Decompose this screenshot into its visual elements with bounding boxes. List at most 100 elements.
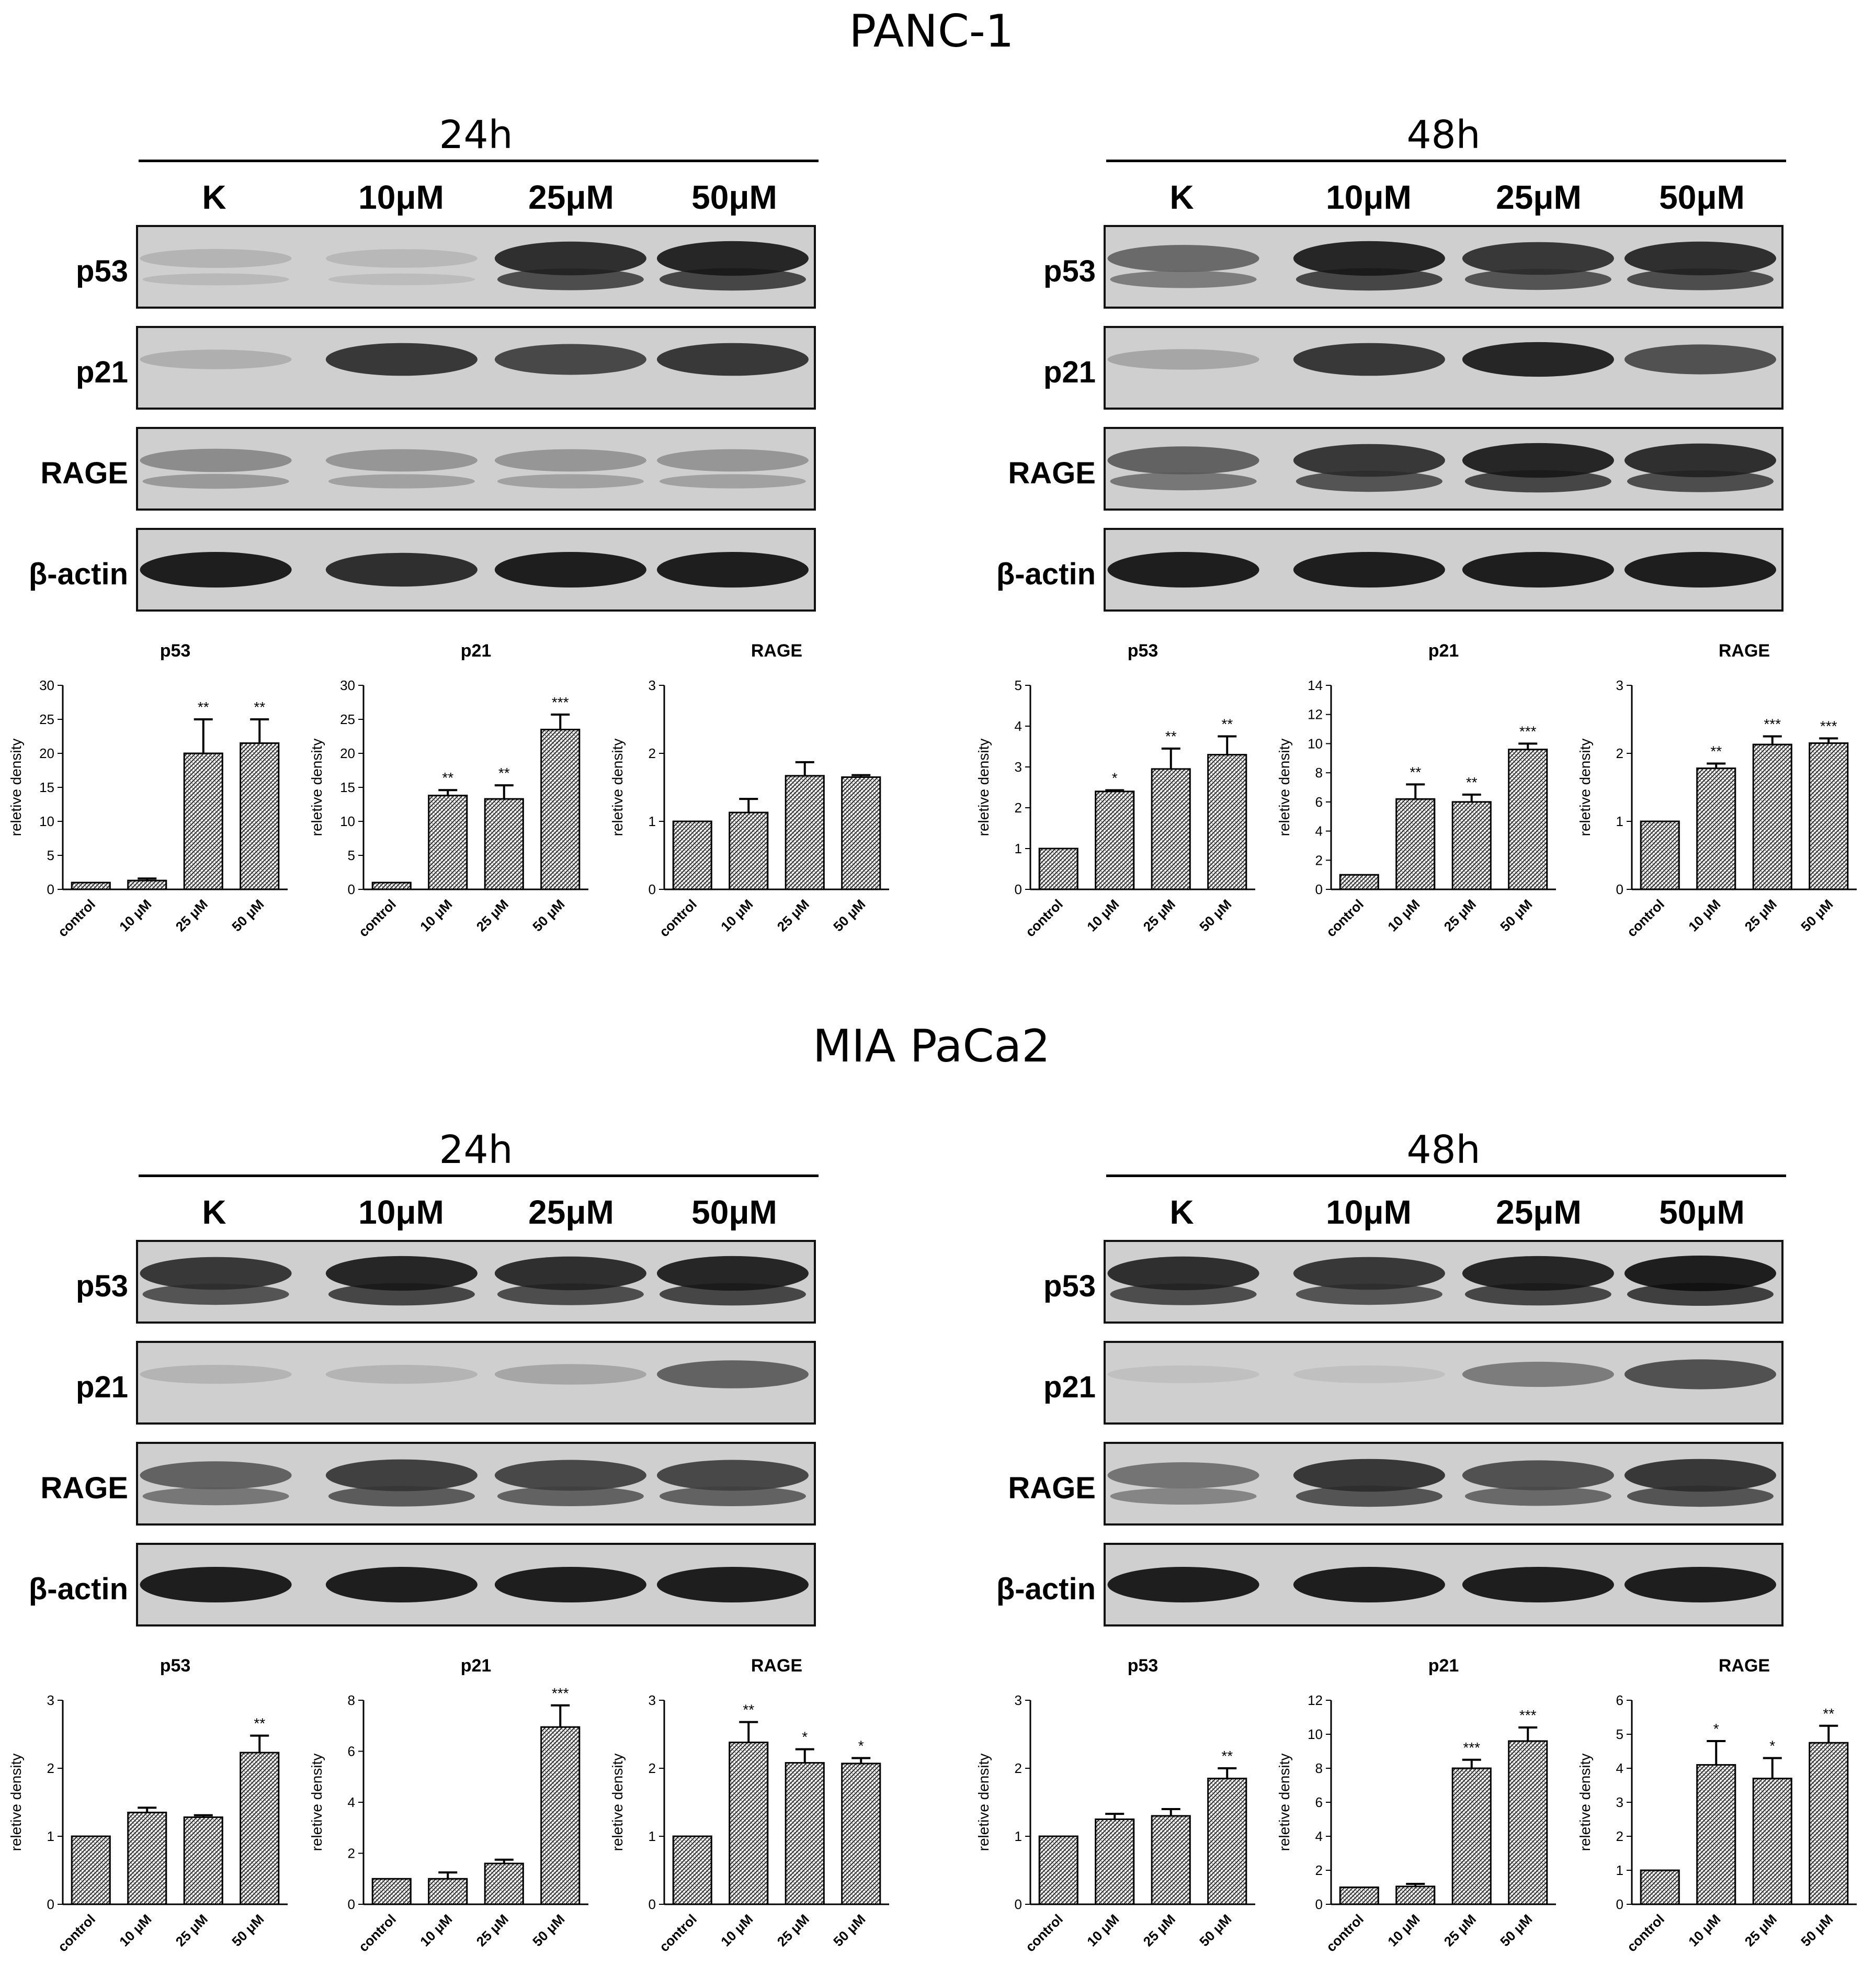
protein-band	[325, 249, 478, 268]
bar	[1395, 798, 1436, 890]
lane-label: K	[202, 178, 226, 216]
y-tick-label: 2	[1015, 1760, 1022, 1776]
protein-band	[1464, 268, 1611, 290]
lane-label: 25μM	[528, 178, 614, 216]
lane-label: 50μM	[691, 1193, 777, 1231]
chart-title: p21	[461, 1656, 492, 1676]
protein-band	[325, 1459, 478, 1492]
protein-band	[140, 249, 292, 268]
protein-band	[1110, 1488, 1257, 1505]
protein-band	[497, 1283, 644, 1305]
protein-band	[656, 1256, 809, 1291]
protein-band	[1462, 242, 1614, 275]
x-tick-label: 50 μM	[529, 1911, 567, 1949]
protein-band	[1462, 1567, 1614, 1602]
significance-label: **	[1165, 728, 1177, 744]
protein-band	[1464, 1283, 1611, 1306]
y-axis-label: reletive density	[8, 1754, 24, 1851]
bar	[672, 1835, 712, 1905]
x-tick-label: control	[1022, 896, 1066, 940]
bar-chart: p21 reletive density 0 2 4 6 8 control 10 μM 25 μ…	[309, 1656, 588, 1955]
bar	[1451, 801, 1492, 890]
bar	[1508, 1740, 1548, 1905]
protein-band	[494, 1460, 646, 1491]
significance-label: *	[858, 1738, 864, 1754]
western-blot-strip	[136, 427, 816, 511]
protein-band	[142, 273, 289, 286]
y-axis-label: reletive density	[8, 739, 24, 837]
blot-row-label: p21	[76, 1370, 128, 1404]
protein-band	[494, 1364, 646, 1385]
y-tick-label: 0	[348, 1896, 355, 1912]
x-tick-label: 50 μM	[1798, 1911, 1836, 1949]
protein-band	[656, 552, 809, 588]
protein-band	[1624, 443, 1776, 478]
bar	[1095, 790, 1135, 890]
x-tick-label: control	[656, 896, 700, 940]
protein-band	[1462, 443, 1614, 478]
protein-band	[1110, 472, 1257, 491]
timepoint-underline	[1106, 160, 1786, 162]
y-tick-label: 2	[1315, 1862, 1323, 1878]
bar-chart: p53 reletive density 0 1 2 3 4 5 control * 10 μM **…	[975, 641, 1255, 940]
x-tick-label: 25 μM	[173, 896, 211, 934]
x-tick-label: control	[1323, 896, 1367, 940]
blot-row-label: p53	[1043, 1269, 1096, 1303]
y-tick-label: 1	[47, 1828, 54, 1844]
blot-bands	[138, 328, 814, 408]
y-axis-label: reletive density	[1577, 739, 1593, 837]
y-tick-label: 8	[348, 1692, 355, 1708]
x-tick-label: 10 μM	[116, 1911, 154, 1949]
x-tick-label: control	[355, 1911, 399, 1955]
western-blot-strip	[1104, 1240, 1784, 1324]
lane-label: 10μM	[358, 178, 444, 216]
bar	[1339, 874, 1379, 890]
y-axis-label: reletive density	[609, 739, 626, 837]
western-blot-strip	[1104, 427, 1784, 511]
x-tick-label: 25 μM	[1140, 1911, 1178, 1949]
lane-label: 10μM	[1326, 1193, 1412, 1231]
significance-label: **	[254, 1715, 265, 1732]
bar	[1640, 1869, 1680, 1905]
y-axis-label: reletive density	[1577, 1754, 1593, 1851]
protein-band	[494, 1567, 646, 1602]
blot-bands	[138, 227, 814, 307]
x-tick-label: 10 μM	[417, 896, 455, 934]
bar	[71, 882, 111, 890]
protein-band	[497, 474, 644, 489]
y-tick-label: 20	[340, 746, 355, 761]
x-tick-label: 10 μM	[1685, 896, 1723, 934]
protein-band	[1293, 1459, 1445, 1492]
protein-band	[1462, 1460, 1614, 1490]
x-tick-label: 50 μM	[1497, 1911, 1535, 1949]
blot-bands	[1106, 429, 1781, 509]
protein-band	[656, 1360, 809, 1388]
y-tick-label: 3	[649, 1692, 656, 1708]
chart-title: p53	[160, 641, 191, 661]
protein-band	[1624, 1567, 1776, 1602]
protein-band	[1624, 1256, 1776, 1291]
bar	[1508, 749, 1548, 890]
bar	[127, 879, 167, 890]
significance-label: ***	[552, 1685, 569, 1701]
significance-label: **	[198, 699, 209, 715]
protein-band	[494, 1256, 646, 1291]
protein-band	[140, 1461, 292, 1489]
protein-band	[1107, 1256, 1259, 1291]
chart-title: p53	[160, 1656, 191, 1676]
bar	[785, 1762, 825, 1905]
protein-band	[140, 1364, 292, 1384]
protein-band	[659, 1486, 806, 1506]
protein-band	[1624, 552, 1776, 588]
blot-bands	[1106, 530, 1781, 609]
y-tick-label: 2	[1315, 852, 1323, 868]
y-tick-label: 10	[340, 814, 355, 829]
x-tick-label: 50 μM	[830, 1911, 868, 1949]
timepoint-underline	[139, 160, 819, 162]
x-tick-label: control	[355, 896, 399, 940]
blot-row-label: RAGE	[40, 1471, 128, 1505]
blot-bands	[138, 429, 814, 509]
bar	[240, 742, 280, 890]
protein-band	[1624, 344, 1776, 375]
protein-band	[1293, 343, 1445, 376]
